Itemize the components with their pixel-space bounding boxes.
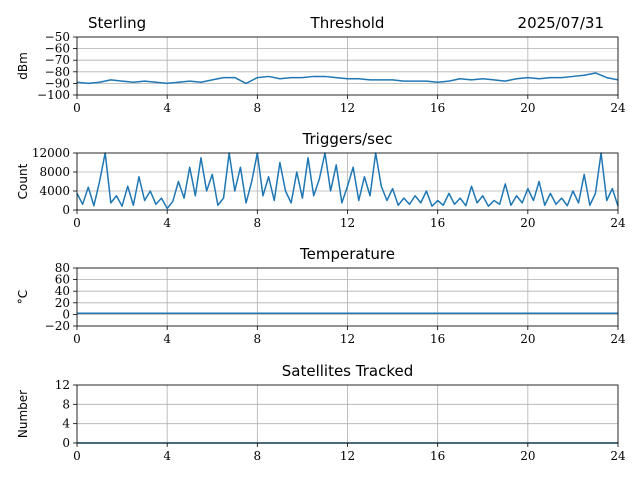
satellites-xtick-label: 20	[520, 449, 535, 463]
threshold-title: Threshold	[310, 14, 385, 32]
satellites-ytick-label: 8	[62, 397, 70, 411]
satellites-xtick-label: 0	[73, 449, 81, 463]
triggers-panel: 0 4 8 12 16 20 24 0 4000 8000 12000 Triggers/sec Cou…	[16, 130, 626, 230]
satellites-xtick-label: 4	[163, 449, 171, 463]
temperature-ylabel: °C	[16, 290, 30, 304]
threshold-ytick-label: −90	[45, 76, 70, 90]
temperature-xtick-label: 20	[520, 332, 535, 346]
threshold-ytick-label: −60	[45, 42, 70, 56]
triggers-ytick-label: 4000	[39, 184, 70, 198]
temperature-xtick-label: 24	[610, 332, 626, 346]
date-label: 2025/07/31	[518, 14, 604, 32]
triggers-ytick-label: 8000	[39, 165, 70, 179]
threshold-panel: 0 4 8 12 16 20 24 −100−90−80−70−60−50 Threshold d…	[16, 14, 626, 115]
temperature-ytick-label: 80	[55, 261, 70, 275]
chart-panels: 0 4 8 12 16 20 24 −100−90−80−70−60−50 Threshold d…	[16, 14, 626, 463]
temperature-xtick-label: 8	[254, 332, 262, 346]
threshold-xtick-label: 8	[254, 101, 262, 115]
triggers-title: Triggers/sec	[302, 130, 393, 148]
threshold-ylabel: dBm	[16, 52, 30, 80]
satellites-xtick-label: 24	[610, 449, 626, 463]
temperature-ytick-label: 60	[55, 273, 70, 287]
temperature-xtick-label: 16	[430, 332, 445, 346]
threshold-xtick-label: 12	[340, 101, 355, 115]
satellites-xtick-label: 12	[340, 449, 355, 463]
threshold-ytick-label: −70	[45, 53, 70, 67]
triggers-xtick-label: 16	[430, 216, 445, 230]
temperature-xtick-label: 4	[163, 332, 171, 346]
threshold-ytick-label: −80	[45, 65, 70, 79]
triggers-xtick-label: 12	[340, 216, 355, 230]
threshold-series-line	[76, 72, 619, 85]
threshold-xtick-label: 20	[520, 101, 535, 115]
satellites-ytick-label: 0	[62, 436, 70, 450]
temperature-ytick-label: 40	[55, 284, 70, 298]
triggers-ytick-label: 12000	[32, 146, 70, 160]
temperature-ytick-label: 0	[62, 307, 70, 321]
triggers-xtick-label: 8	[254, 216, 262, 230]
temperature-ytick-label: −20	[45, 319, 70, 333]
threshold-xtick-label: 24	[610, 101, 626, 115]
triggers-series-line	[76, 152, 619, 210]
triggers-xtick-label: 24	[610, 216, 626, 230]
satellites-title: Satellites Tracked	[282, 362, 413, 380]
satellites-ytick-label: 4	[62, 417, 70, 431]
threshold-xtick-label: 0	[73, 101, 81, 115]
temperature-title: Temperature	[299, 245, 395, 263]
temperature-xtick-label: 0	[73, 332, 81, 346]
temperature-xtick-label: 12	[340, 332, 355, 346]
triggers-ylabel: Count	[16, 163, 30, 199]
satellites-panel: 0 4 8 12 16 20 24 0 4 8 12 Satellites Tracked Number	[16, 362, 626, 463]
temperature-ytick-label: 20	[55, 296, 70, 310]
triggers-ytick-label: 0	[62, 203, 70, 217]
station-label: Sterling	[88, 14, 146, 32]
threshold-xtick-label: 16	[430, 101, 445, 115]
triggers-xtick-label: 4	[163, 216, 171, 230]
threshold-ytick-label: −100	[37, 88, 70, 102]
triggers-xtick-label: 0	[73, 216, 81, 230]
triggers-xtick-label: 20	[520, 216, 535, 230]
satellites-xtick-label: 8	[254, 449, 262, 463]
satellites-ylabel: Number	[16, 390, 30, 438]
threshold-xtick-label: 4	[163, 101, 171, 115]
satellites-ytick-label: 12	[55, 378, 70, 392]
threshold-ytick-label: −50	[45, 30, 70, 44]
satellites-xtick-label: 16	[430, 449, 445, 463]
